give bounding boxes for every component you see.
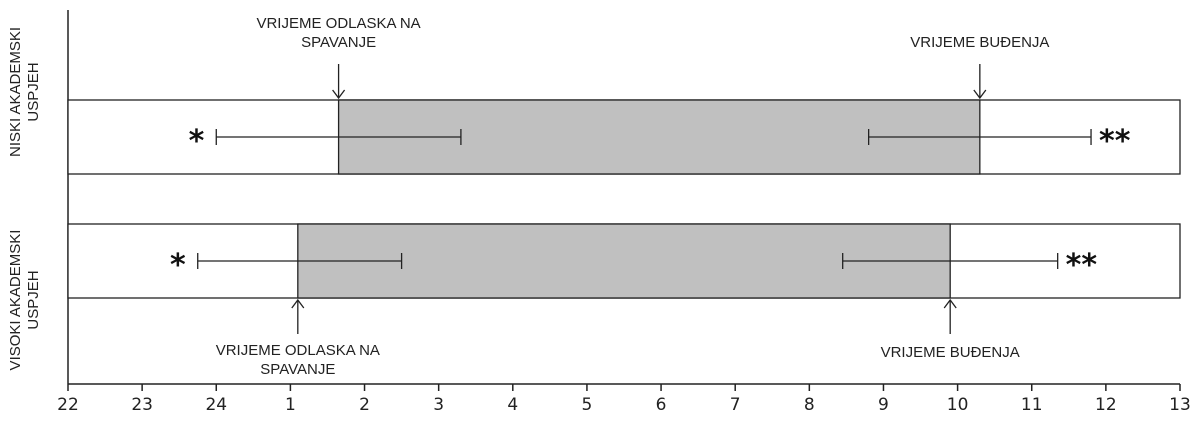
x-tick-label: 23 (131, 395, 153, 415)
x-axis-ticks: 22 23 24 1 2 3 4 5 6 7 8 9 10 11 12 13 (57, 384, 1191, 415)
x-tick-label: 24 (205, 395, 227, 415)
high-bedtime-arrow-head (291, 298, 305, 309)
y-label-low-line2: USPJEH (25, 62, 42, 121)
low-wake-arrow-head (973, 89, 987, 100)
low-bedtime-label-line1: VRIJEME ODLASKA NA (256, 15, 420, 32)
low-bedtime-arrow-head (332, 89, 346, 100)
low-wake-arrow (973, 64, 987, 100)
x-tick-label: 12 (1095, 395, 1117, 415)
high-wake-arrow-head (943, 298, 957, 309)
y-label-high-line2: USPJEH (25, 270, 42, 329)
high-wake-label: VRIJEME BUĐENJA (881, 344, 1020, 361)
x-tick-label: 22 (57, 395, 79, 415)
low-wake-error-bar (867, 129, 1092, 145)
y-label-high-line1: VISOKI AKADEMSKI (7, 230, 24, 371)
x-tick-label: 13 (1169, 395, 1191, 415)
high-bedtime-arrow (291, 298, 305, 334)
x-tick-label: 11 (1021, 395, 1043, 415)
low-bedtime-significance-marker: * (189, 124, 205, 159)
low-bedtime-arrow (332, 64, 346, 100)
high-bedtime-label-line2: SPAVANJE (260, 361, 335, 378)
low-bedtime-error-bar (215, 129, 462, 145)
high-sleep-bar (297, 223, 951, 299)
high-wake-significance-marker: ** (1066, 248, 1098, 283)
x-tick-label: 9 (878, 395, 889, 415)
x-tick-label: 5 (582, 395, 593, 415)
x-tick-label: 4 (507, 395, 518, 415)
x-tick-label: 7 (730, 395, 741, 415)
x-tick-label: 2 (359, 395, 370, 415)
x-tick-label: 1 (285, 395, 296, 415)
high-wake-arrow (943, 298, 957, 334)
high-bedtime-error-bar (197, 253, 403, 269)
x-tick-label: 3 (433, 395, 444, 415)
y-label-low-line1: NISKI AKADEMSKI (7, 27, 24, 157)
high-bedtime-significance-marker: * (170, 248, 186, 283)
low-wake-significance-marker: ** (1099, 124, 1131, 159)
x-tick-label: 8 (804, 395, 815, 415)
x-tick-label: 6 (656, 395, 667, 415)
high-wake-error-bar (842, 253, 1059, 269)
high-bedtime-label-line1: VRIJEME ODLASKA NA (216, 342, 380, 359)
x-tick-label: 10 (947, 395, 969, 415)
low-bedtime-label-line2: SPAVANJE (301, 34, 376, 51)
low-wake-label: VRIJEME BUĐENJA (910, 34, 1049, 51)
